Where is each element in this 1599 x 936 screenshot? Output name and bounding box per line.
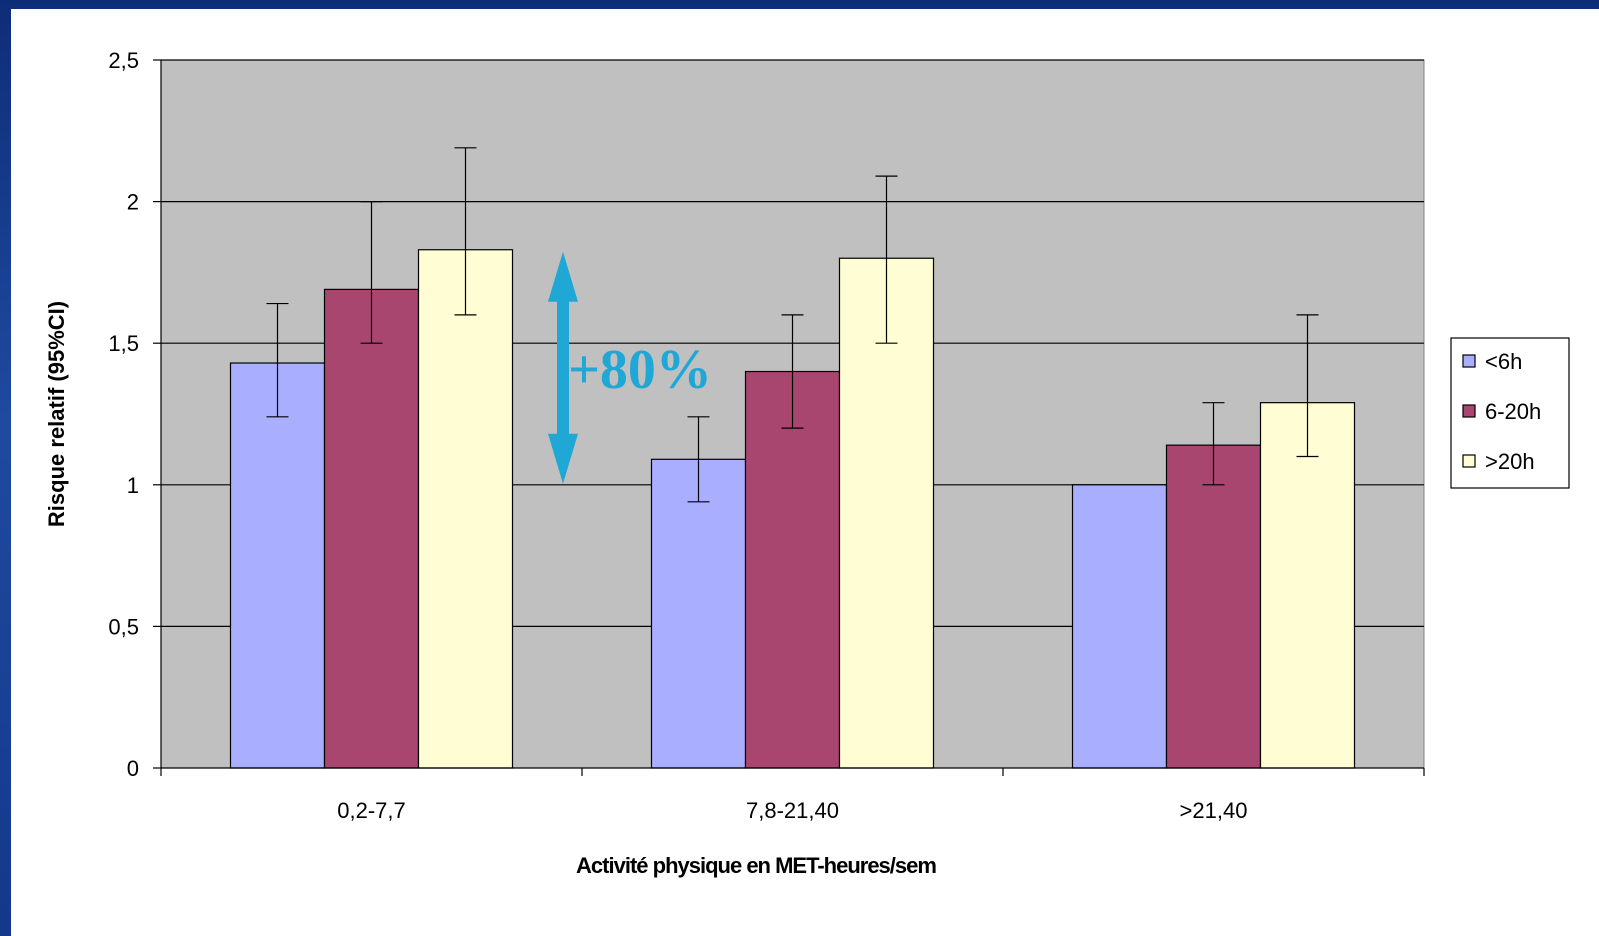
y-tick-label: 1,5 (108, 331, 139, 356)
y-tick-labels: 0 0,5 1 1,5 2 2,5 (108, 48, 139, 781)
legend-swatch (1462, 354, 1476, 368)
y-tick-label: 2,5 (108, 48, 139, 73)
bar (1165, 444, 1262, 769)
legend: <6h 6-20h >20h (1450, 337, 1570, 489)
double-arrow-icon (548, 251, 578, 484)
x-tick-labels: 0,2-7,7 7,8-21,40 >21,40 (337, 798, 1247, 823)
arrow-shaft (557, 297, 569, 438)
y-tick-label: 2 (127, 190, 139, 215)
increase-annotation: +80% (548, 251, 712, 484)
error-bars (266, 147, 1319, 503)
arrow-head-down (548, 433, 578, 484)
bars (229, 249, 1356, 769)
legend-swatch (1462, 454, 1476, 468)
x-axis-title: Activité physique en MET-heures/sem (576, 853, 936, 878)
legend-label: <6h (1485, 349, 1522, 374)
bar (229, 362, 326, 769)
y-axis-title: Risque relatif (95%CI) (44, 301, 69, 527)
arrow-head-up (548, 251, 578, 302)
y-tick-label: 0,5 (108, 614, 139, 639)
bar (417, 249, 514, 769)
bar (1259, 402, 1356, 769)
legend-label: >20h (1485, 449, 1535, 474)
legend-swatch (1462, 404, 1476, 418)
y-tick-label: 0 (127, 756, 139, 781)
y-tick-label: 1 (127, 473, 139, 498)
axes (153, 59, 1425, 776)
legend-label: 6-20h (1485, 399, 1541, 424)
bar (1071, 484, 1168, 769)
x-tick-label: 0,2-7,7 (337, 798, 406, 823)
bar (744, 370, 841, 769)
increase-label: +80% (568, 339, 712, 401)
x-tick-label: 7,8-21,40 (746, 798, 839, 823)
x-tick-label: >21,40 (1180, 798, 1248, 823)
bar (650, 458, 747, 769)
bar (323, 288, 420, 769)
